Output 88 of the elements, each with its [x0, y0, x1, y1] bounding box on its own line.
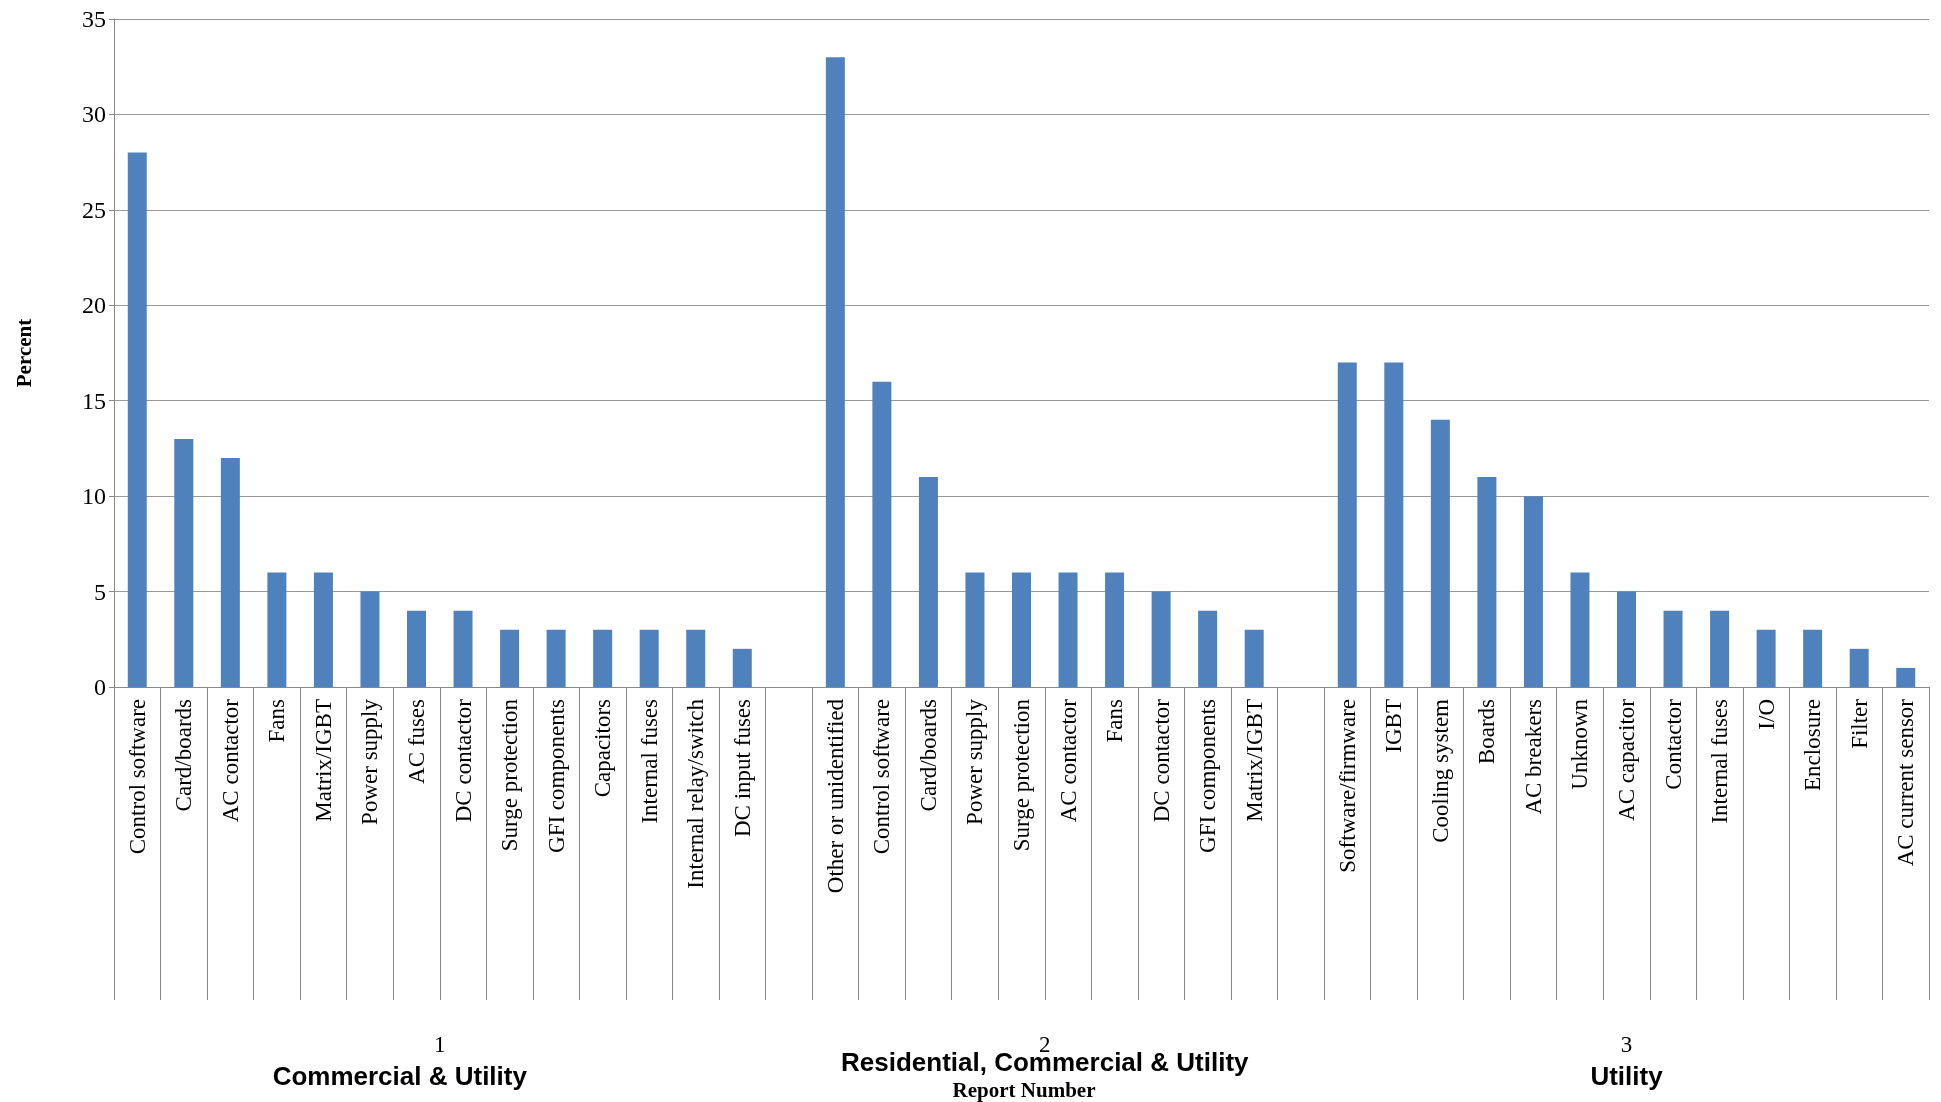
x-tick-label: Cooling system [1427, 698, 1453, 843]
bar [1198, 610, 1218, 687]
x-tick-label: DC input fuses [729, 698, 755, 837]
y-tick-label: 15 [82, 387, 106, 414]
bar [453, 610, 473, 687]
x-tick-label: Fans [264, 698, 290, 743]
y-tick-label: 35 [82, 6, 106, 32]
bar [1896, 667, 1916, 687]
x-tick-label: Control software [869, 699, 895, 855]
bar [313, 572, 333, 687]
x-tick-label: Power supply [357, 698, 383, 825]
bar [1337, 362, 1357, 687]
x-tick-label: Contactor [1660, 698, 1686, 790]
y-tick-label: 30 [82, 101, 106, 128]
bar [1710, 610, 1730, 687]
x-tick-label: AC contactor [1055, 698, 1081, 823]
y-tick-label: 0 [94, 674, 106, 700]
text: Utility [1590, 1061, 1664, 1091]
y-axis-title: Percent [11, 318, 36, 388]
bar [593, 629, 613, 687]
bar [1430, 419, 1450, 687]
text: 1 [434, 1031, 446, 1057]
y-tick-label: 25 [82, 196, 106, 223]
bar [267, 572, 287, 687]
bar [732, 648, 752, 687]
x-tick-label: GFI components [1195, 698, 1221, 853]
x-tick-label: Card/boards [915, 698, 941, 812]
bar [965, 572, 985, 687]
bar [1523, 496, 1543, 687]
x-tick-label: Matrix/IGBT [310, 699, 336, 822]
x-tick-label: Matrix/IGBT [1241, 699, 1267, 822]
bar [1756, 629, 1776, 687]
y-tick-label: 5 [94, 578, 106, 605]
bar [825, 57, 845, 687]
bar [407, 610, 426, 687]
x-tick-label: IGBT [1381, 699, 1407, 753]
x-tick-label: AC fuses [404, 698, 429, 784]
y-tick-label: 10 [82, 483, 106, 510]
x-tick-label: Other or unidentified [822, 698, 848, 894]
bar [546, 629, 566, 687]
x-tick-label: Surge protection [1009, 698, 1034, 852]
bar [220, 457, 240, 687]
bar [127, 152, 147, 687]
bar [1663, 610, 1683, 687]
x-tick-label: Capacitors [590, 698, 616, 798]
bar [1384, 362, 1404, 687]
text: 3 [1620, 1031, 1633, 1057]
x-tick-label: I/O [1753, 699, 1779, 730]
bar [686, 629, 706, 687]
bar [1105, 572, 1125, 687]
text: Commercial & Utility [272, 1061, 528, 1091]
x-tick-label: AC breakers [1520, 698, 1546, 815]
bar [1570, 572, 1590, 687]
x-tick-label: GFI components [543, 698, 569, 853]
bar [918, 477, 938, 687]
x-tick-label: Boards [1474, 698, 1500, 765]
x-tick-label: DC contactor [450, 698, 476, 823]
x-tick-label: Filter [1846, 698, 1872, 749]
bar [360, 591, 380, 687]
bar [1803, 629, 1823, 687]
x-tick-label: Unknown [1567, 698, 1593, 790]
x-tick-label: DC contactor [1148, 698, 1174, 823]
bar [1849, 648, 1869, 687]
x-tick-label: Enclosure [1800, 699, 1826, 791]
bar [500, 629, 520, 687]
bar [872, 381, 892, 687]
bar [639, 629, 659, 687]
bar [1617, 591, 1636, 687]
text: Report Number [952, 1078, 1096, 1102]
bar [1477, 477, 1497, 687]
x-tick-label: Internal fuses [1707, 698, 1733, 824]
x-tick-label: AC current sensor [1893, 698, 1919, 867]
bar [1058, 572, 1078, 687]
x-tick-label: Card/boards [171, 698, 197, 812]
x-tick-label: Internal relay/switch [683, 698, 709, 889]
x-tick-label: Fans [1102, 698, 1128, 743]
x-tick-label: AC contactor [217, 698, 243, 823]
bar [174, 438, 194, 687]
bar [1244, 629, 1264, 687]
y-tick-label: 20 [82, 292, 106, 319]
bar [1151, 591, 1171, 687]
x-tick-label: Control software [124, 699, 150, 855]
bar [1012, 572, 1031, 687]
x-tick-label: Internal fuses [636, 698, 662, 824]
x-tick-label: AC capacitor [1614, 698, 1639, 821]
x-tick-label: Software/firmware [1334, 699, 1360, 873]
x-tick-label: Surge protection [497, 698, 523, 852]
x-tick-label: Power supply [962, 698, 988, 825]
